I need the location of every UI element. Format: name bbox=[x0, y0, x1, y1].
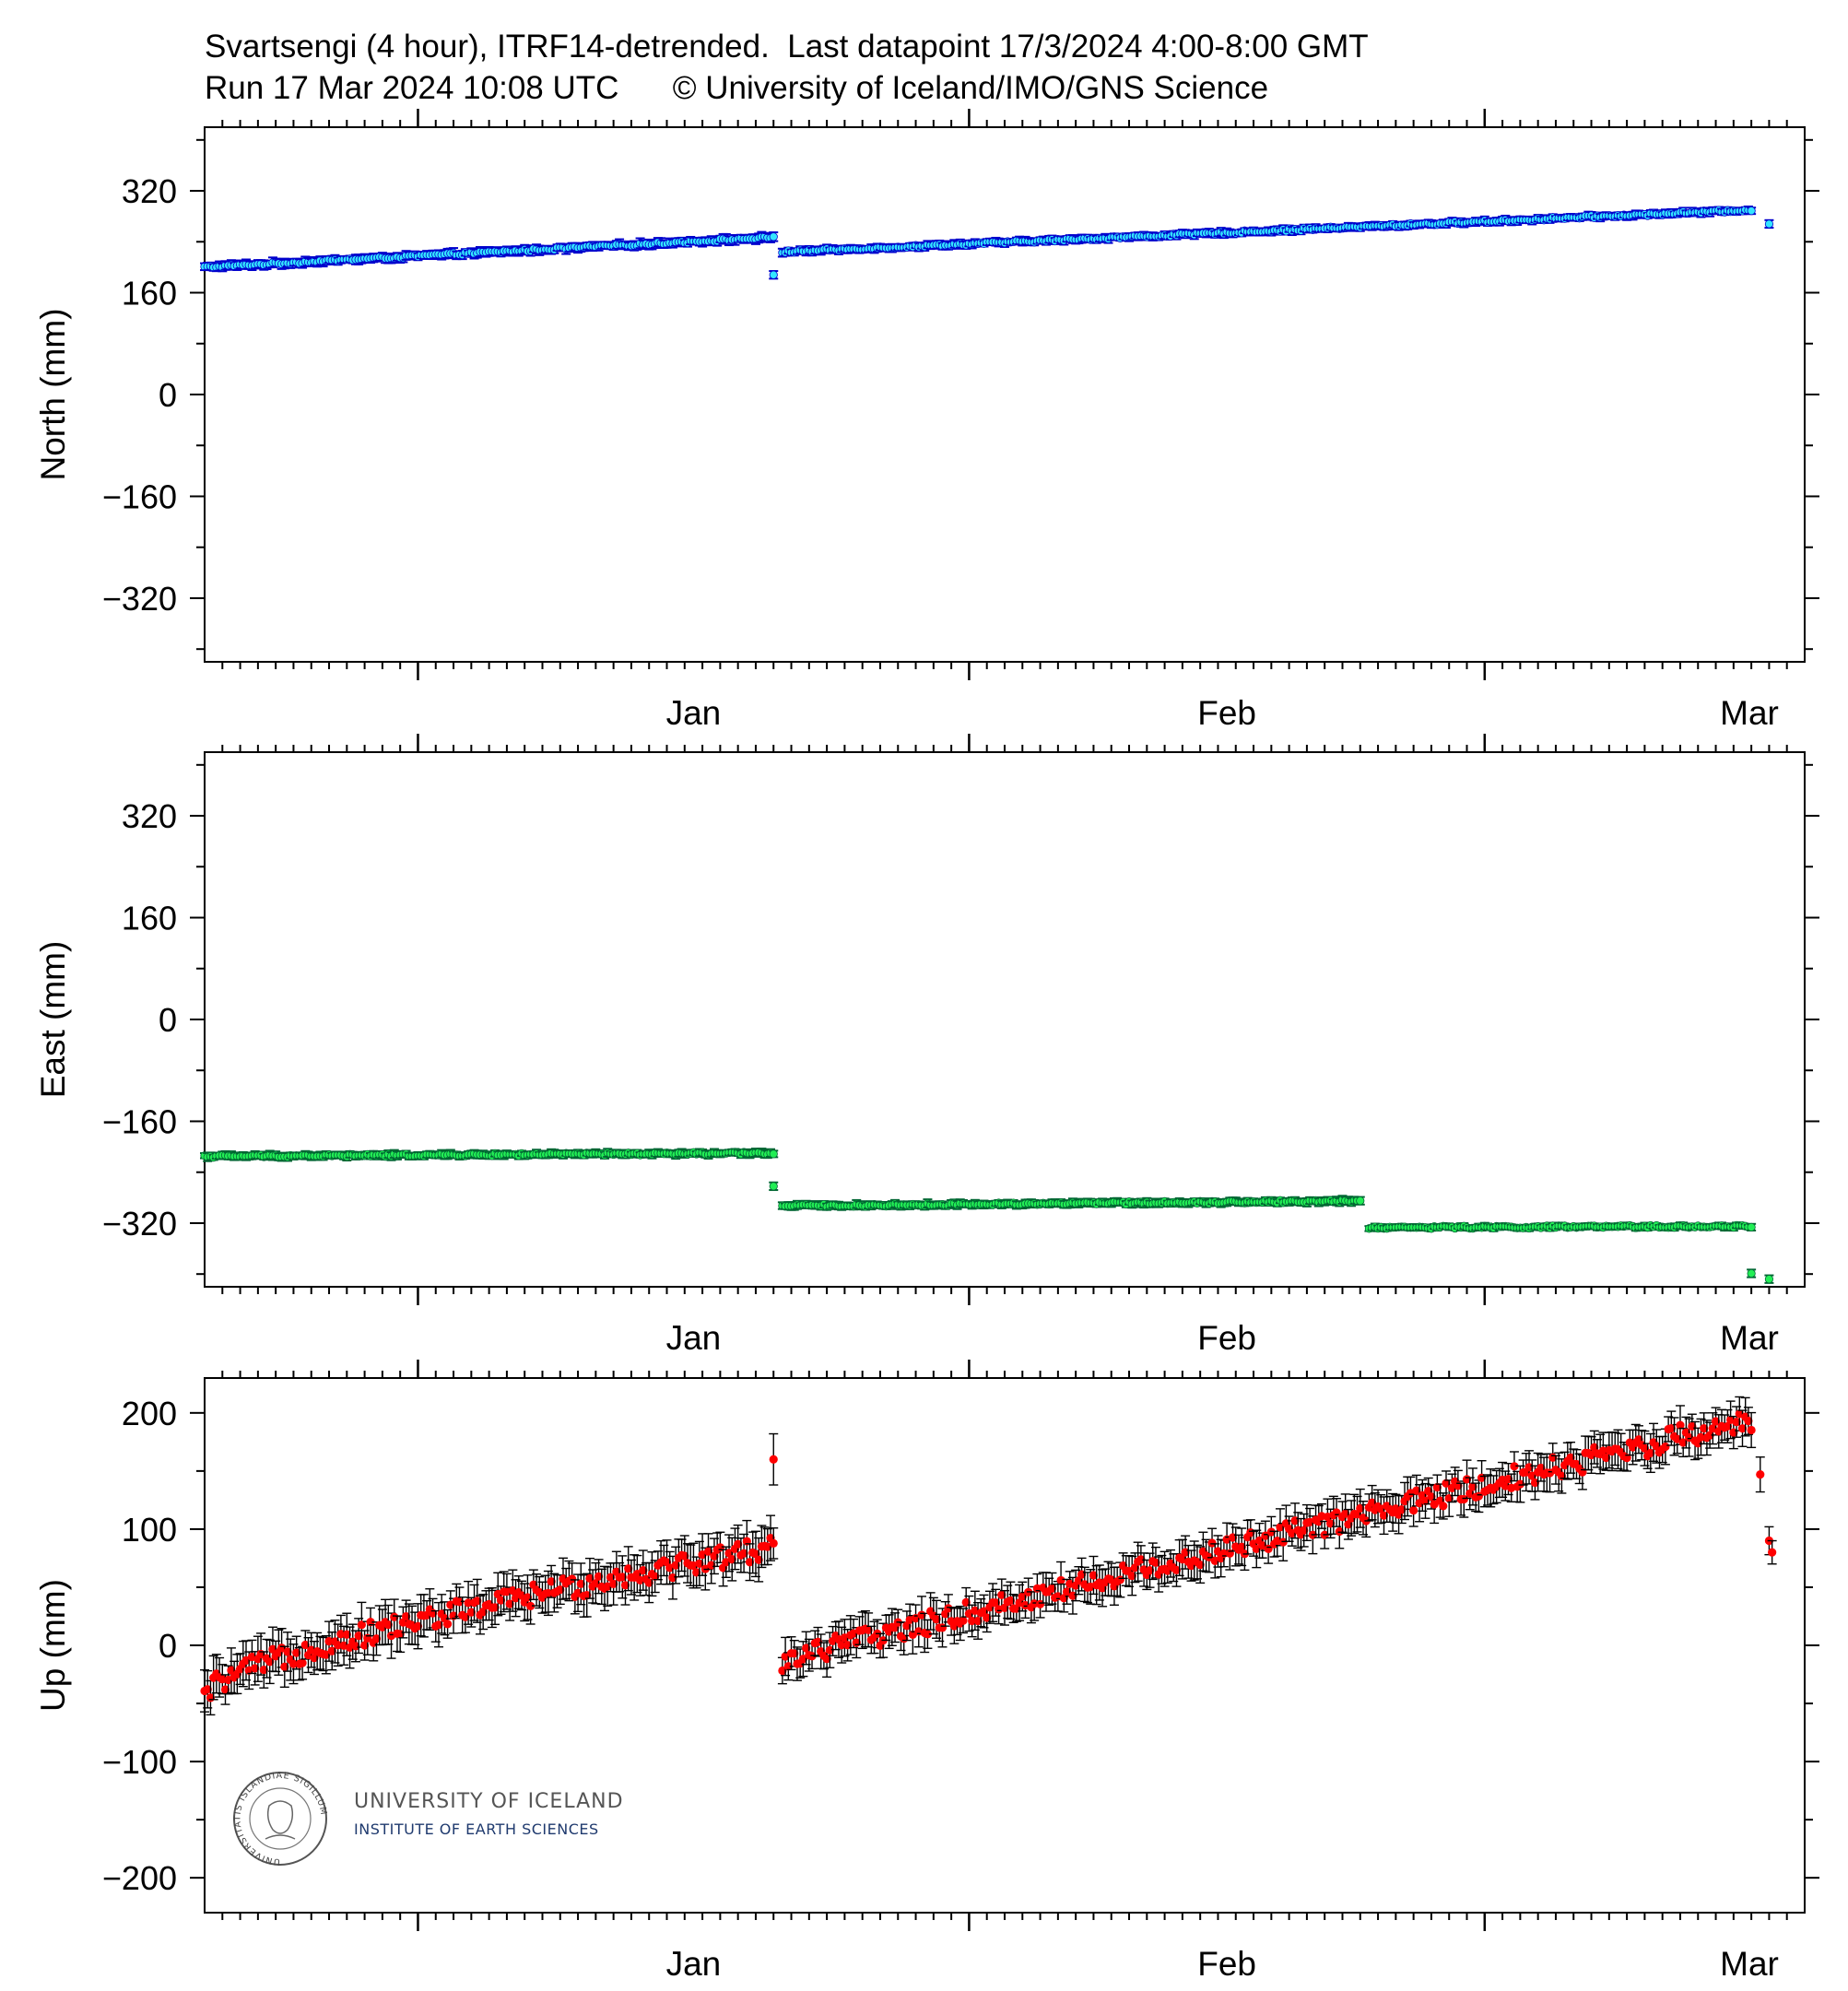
y-axis-title: Up (mm) bbox=[34, 1579, 72, 1712]
y-tick-label: −320 bbox=[102, 1205, 177, 1243]
chart-panel-3: 200 100 0 −100 −200 Up (mm) Jan Feb Mar bbox=[34, 1360, 1819, 1983]
data-series bbox=[200, 206, 1774, 280]
chart-title-block: Svartsengi (4 hour), ITRF14-detrended. L… bbox=[205, 26, 1369, 109]
x-month-label: Feb bbox=[1197, 1945, 1256, 1983]
x-month-label: Jan bbox=[666, 694, 722, 732]
y-tick-label: −320 bbox=[102, 580, 177, 618]
data-point bbox=[300, 1640, 310, 1650]
data-point bbox=[259, 1665, 268, 1675]
x-month-label: Feb bbox=[1197, 694, 1256, 732]
chart-panel-1: 320 160 0 −160 −320 North (mm) Jan Feb Mar bbox=[34, 109, 1819, 732]
y-tick-label: 0 bbox=[159, 1001, 177, 1039]
data-point bbox=[265, 1657, 275, 1667]
y-tick-label: 320 bbox=[122, 797, 177, 835]
x-month-label: Mar bbox=[1720, 1945, 1779, 1983]
data-point bbox=[769, 270, 778, 279]
data-point bbox=[310, 1653, 319, 1663]
data-point bbox=[298, 1658, 307, 1667]
data-point bbox=[292, 1648, 301, 1657]
data-point bbox=[769, 1149, 778, 1159]
data-point bbox=[1747, 1268, 1756, 1278]
y-tick-label: 320 bbox=[122, 172, 177, 210]
data-point bbox=[1764, 1275, 1774, 1284]
data-point bbox=[769, 232, 778, 242]
x-month-label: Mar bbox=[1720, 694, 1779, 732]
y-tick-label: 100 bbox=[122, 1511, 177, 1549]
y-tick-label: 160 bbox=[122, 900, 177, 937]
x-month-label: Jan bbox=[666, 1319, 722, 1357]
data-series bbox=[200, 1148, 1774, 1284]
data-point bbox=[288, 1659, 299, 1668]
chart-title: Svartsengi (4 hour), ITRF14-detrended. L… bbox=[205, 29, 1369, 65]
data-point bbox=[1747, 206, 1756, 216]
chart-panel-2: 320 160 0 −160 −320 East (mm) Jan Feb Mar bbox=[34, 734, 1819, 1357]
data-point bbox=[280, 1662, 289, 1671]
y-tick-label: 0 bbox=[159, 1627, 177, 1665]
chart-subtitle: Run 17 Mar 2024 10:08 UTC © University o… bbox=[205, 70, 1269, 106]
y-axis-title: East (mm) bbox=[34, 941, 72, 1099]
plot-frame bbox=[204, 126, 1806, 663]
data-series bbox=[200, 1396, 1777, 1716]
data-point bbox=[203, 1685, 212, 1694]
data-point bbox=[1356, 1196, 1365, 1206]
x-month-label: Jan bbox=[666, 1945, 722, 1983]
x-month-label: Mar bbox=[1720, 1319, 1779, 1357]
y-tick-label: −100 bbox=[102, 1743, 177, 1781]
y-tick-label: −160 bbox=[102, 1102, 177, 1140]
y-tick-label: 200 bbox=[122, 1395, 177, 1432]
data-point bbox=[1747, 1222, 1756, 1231]
data-point bbox=[769, 1182, 778, 1191]
data-point bbox=[251, 1664, 260, 1673]
y-tick-label: −200 bbox=[102, 1859, 177, 1897]
data-point bbox=[283, 1647, 292, 1656]
y-tick-label: −160 bbox=[102, 477, 177, 515]
y-tick-label: 160 bbox=[122, 275, 177, 312]
y-axis-title: North (mm) bbox=[34, 308, 72, 480]
y-tick-label: 0 bbox=[159, 376, 177, 414]
x-month-label: Feb bbox=[1197, 1319, 1256, 1357]
data-point bbox=[220, 1685, 230, 1694]
data-point bbox=[1764, 219, 1774, 229]
